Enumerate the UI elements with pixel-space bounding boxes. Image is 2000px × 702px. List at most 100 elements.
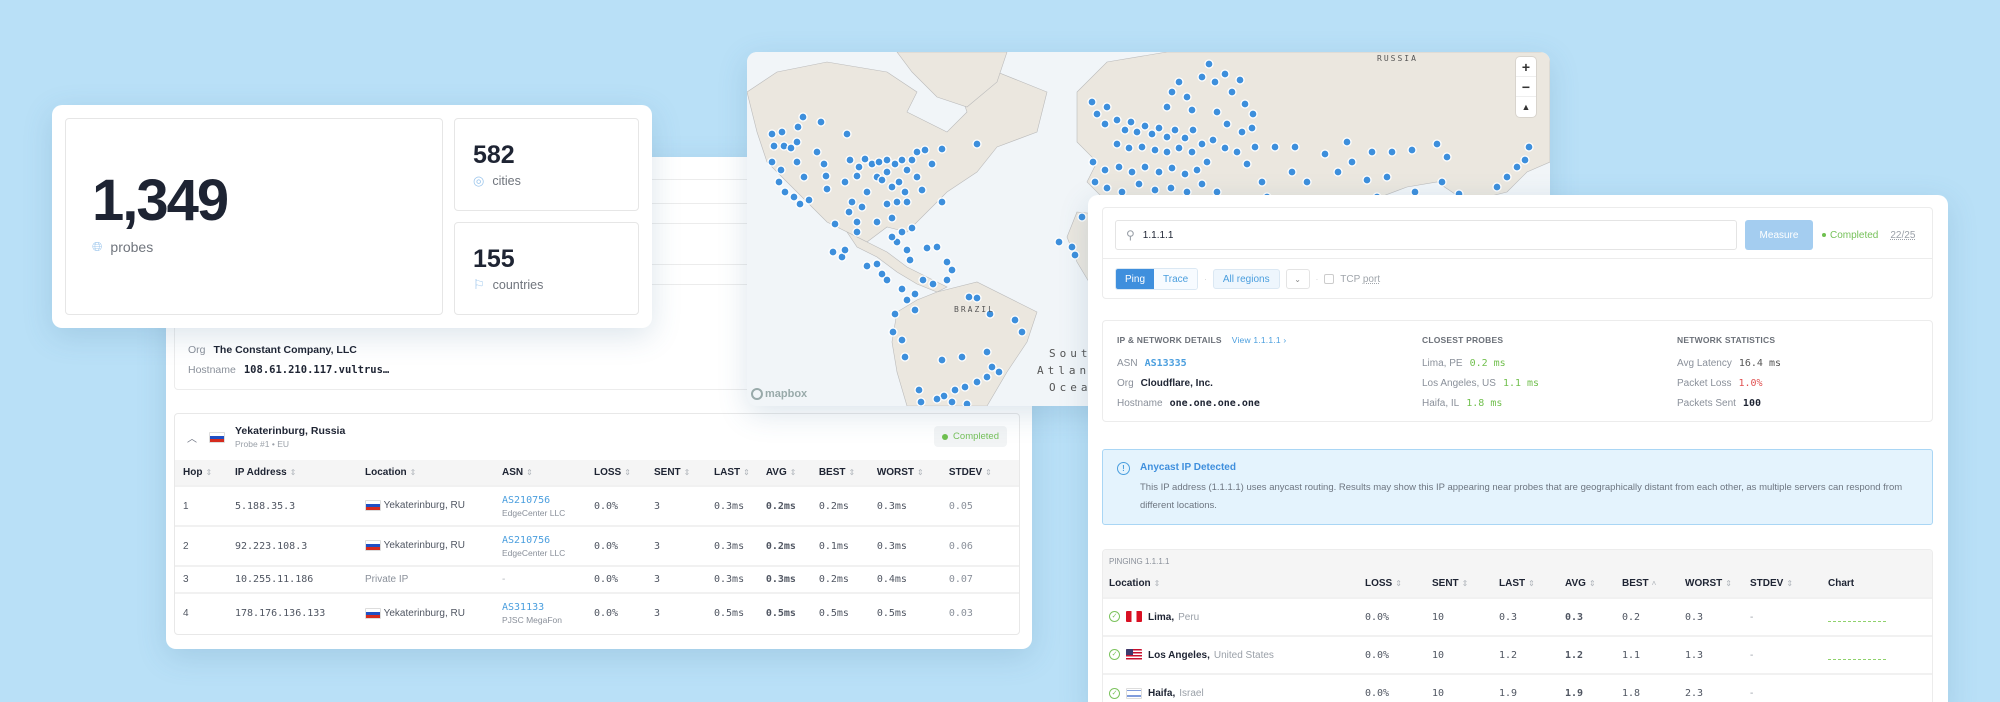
- ip-link[interactable]: 5.188.35.3: [227, 485, 357, 526]
- location-cell: Yekaterinburg, RU: [357, 592, 494, 633]
- details-section: IP & NETWORK DETAILS View 1.1.1.1 › ASN AS…: [1102, 320, 1933, 422]
- table-row[interactable]: ✓ Los Angeles, United States 0.0% 10 1.2 1…: [1103, 635, 1932, 674]
- measure-button[interactable]: Measure: [1745, 220, 1813, 250]
- org-label: Org: [188, 344, 206, 356]
- loss-value: 0.0%: [1359, 673, 1426, 702]
- chevron-up-icon[interactable]: ︿: [187, 433, 197, 445]
- view-ip-link[interactable]: View 1.1.1.1 ›: [1231, 335, 1287, 345]
- table-row[interactable]: ✓ Lima, Peru 0.0% 10 0.3 0.3 0.2 0.3 -: [1103, 597, 1932, 636]
- table-row[interactable]: ✓ Haifa, Israel 0.0% 10 1.9 1.9 1.8 2.3 -: [1103, 673, 1932, 702]
- asn-link[interactable]: AS13335: [1144, 357, 1187, 369]
- sort-icon: ⇕: [917, 468, 924, 477]
- col-stdev[interactable]: STDEV ⇕: [940, 460, 1019, 486]
- zoom-in-button[interactable]: +: [1516, 57, 1536, 77]
- countries-label: countries: [492, 278, 544, 292]
- table-row: 3 10.255.11.186 Private IP - 0.0% 3 0.3m…: [175, 565, 1019, 593]
- region-select[interactable]: All regions: [1212, 269, 1280, 289]
- measurement-status: Completed: [1822, 230, 1878, 241]
- usa-flag-icon: [1126, 649, 1142, 661]
- stdev-value: 0.07: [940, 565, 1019, 593]
- last-value: 1.9: [1493, 673, 1559, 702]
- col-avg[interactable]: AVG ⇕: [757, 460, 811, 486]
- avg-value: 0.3ms: [757, 565, 811, 593]
- probe-count[interactable]: 22/25: [1890, 229, 1916, 241]
- last-value: 0.3: [1493, 597, 1559, 636]
- sort-icon: ⇕: [289, 468, 297, 477]
- israel-flag-icon: [1126, 687, 1142, 699]
- table-row: 2 92.223.108.3 Yekaterinburg, RU AS21075…: [175, 525, 1019, 566]
- ping-results: PINGING 1.1.1.1 Location ⇕ LOSS ⇕ SENT ⇕ LA…: [1102, 549, 1933, 702]
- anycast-alert: ! Anycast IP Detected This IP address (1…: [1102, 449, 1933, 525]
- hop-number: 1: [175, 485, 227, 526]
- search-icon: ⚲: [1126, 228, 1135, 242]
- col-last[interactable]: LAST ⇕: [1493, 570, 1559, 598]
- ip-link[interactable]: 92.223.108.3: [227, 525, 357, 566]
- cities-stat: 582 ◎ cities: [454, 118, 639, 211]
- col-sent[interactable]: SENT ⇕: [646, 460, 706, 486]
- col-loss[interactable]: LOSS ⇕: [1359, 570, 1426, 598]
- location-cell: Yekaterinburg, RU: [357, 525, 494, 566]
- ip-link[interactable]: 178.176.136.133: [227, 592, 357, 633]
- asn-cell: -: [494, 565, 586, 593]
- target-value[interactable]: 1.1.1.1: [1142, 229, 1174, 241]
- mapbox-logo[interactable]: mapbox: [751, 388, 807, 400]
- col-best[interactable]: BEST ⇕: [810, 460, 869, 486]
- measurement-panel: ⚲ 1.1.1.1 Measure Completed 22/25 Ping T…: [1088, 195, 1948, 702]
- loss-value: 0.0%: [1359, 635, 1426, 674]
- asn-link[interactable]: AS210756: [502, 494, 551, 506]
- asn-org: EdgeCenter LLC: [502, 507, 566, 518]
- alert-title: Anycast IP Detected: [1140, 462, 1236, 473]
- mapbox-icon: [751, 388, 763, 400]
- asn-org: PJSC MegaFon: [502, 615, 562, 625]
- col-worst[interactable]: WORST ⇕: [868, 460, 941, 486]
- asn-link[interactable]: AS210756: [502, 534, 551, 546]
- sent-value: 3: [646, 525, 706, 566]
- location-cell: Yekaterinburg, RU: [357, 485, 494, 526]
- tab-trace[interactable]: Trace: [1154, 269, 1198, 289]
- sparkline-chart: [1822, 673, 1932, 702]
- zoom-out-button[interactable]: −: [1516, 77, 1536, 97]
- peru-flag-icon: [1126, 611, 1142, 623]
- col-avg[interactable]: AVG ⇕: [1559, 570, 1616, 598]
- tab-ping[interactable]: Ping: [1116, 269, 1155, 289]
- sort-icon: ⇕: [1588, 579, 1596, 588]
- loss-value: 0.0%: [586, 485, 646, 526]
- target-input[interactable]: ⚲ 1.1.1.1: [1115, 220, 1737, 250]
- col-stdev[interactable]: STDEV ⇕: [1744, 570, 1822, 598]
- stdev-value: -: [1744, 635, 1822, 674]
- sent-value: 3: [646, 592, 706, 633]
- worst-value: 2.3: [1679, 673, 1744, 702]
- col-ip[interactable]: IP Address ⇕: [227, 460, 357, 486]
- hop-number: 3: [175, 565, 227, 593]
- avg-value: 1.9: [1559, 673, 1616, 702]
- status-text: Completed: [953, 431, 999, 442]
- check-circle-icon: ✓: [1109, 687, 1120, 699]
- probes-label: probes: [110, 239, 154, 255]
- col-worst[interactable]: WORST ⇕: [1679, 570, 1744, 598]
- col-last[interactable]: LAST ⇕: [706, 460, 758, 486]
- alert-body: This IP address (1.1.1.1) uses anycast r…: [1140, 482, 1903, 511]
- ip-link[interactable]: 10.255.11.186: [227, 565, 357, 593]
- cities-label: cities: [492, 174, 521, 188]
- col-asn[interactable]: ASN ⇕: [494, 460, 586, 486]
- sort-icon: ⇕: [848, 468, 856, 477]
- col-best[interactable]: BEST ˄: [1616, 570, 1679, 598]
- tcp-checkbox[interactable]: [1324, 274, 1335, 284]
- chevron-down-icon[interactable]: ⌄: [1285, 269, 1310, 289]
- section-heading: IP & NETWORK DETAILS: [1117, 335, 1222, 345]
- russia-flag-icon: [365, 607, 381, 619]
- sort-icon: ⇕: [624, 468, 631, 477]
- section-heading: NETWORK STATISTICS: [1677, 335, 1776, 345]
- probe-header[interactable]: ︿ Yekaterinburg, Russia Probe #1 • EU Co…: [175, 414, 1019, 460]
- col-sent[interactable]: SENT ⇕: [1426, 570, 1493, 598]
- sort-icon: ⇕: [1528, 579, 1535, 588]
- col-loss[interactable]: LOSS ⇕: [586, 460, 646, 486]
- col-location[interactable]: Location ⇕: [357, 460, 494, 486]
- col-hop[interactable]: Hop ⇕: [175, 460, 227, 486]
- compass-button[interactable]: ▲: [1521, 102, 1531, 112]
- asn-link[interactable]: AS31133: [502, 602, 545, 613]
- flag-icon: ⚐: [473, 277, 485, 292]
- sort-icon: ⇕: [985, 468, 992, 477]
- worst-value: 0.5ms: [868, 592, 941, 633]
- col-location[interactable]: Location ⇕: [1103, 570, 1359, 598]
